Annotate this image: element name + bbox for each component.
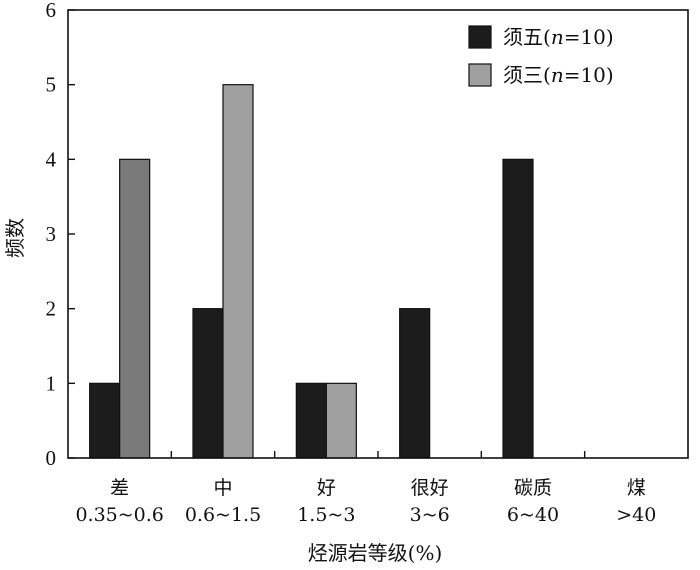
category-name-label: 好 [317,477,336,499]
legend-label: 须五(n=10) [503,25,614,49]
bar-series2-2 [325,382,357,459]
category-range-label: >40 [616,504,656,526]
y-tick-label: 4 [46,147,57,171]
category-name-label: 很好 [411,477,449,499]
y-tick-label: 0 [46,446,57,470]
y-tick-label: 6 [46,0,57,22]
y-axis-title: 频数 [3,218,27,258]
bars-layer [89,84,534,459]
bar-series2-1 [222,84,254,459]
legend-swatch [468,63,492,87]
plot-frame [67,9,689,459]
category-range-label: 0.35~0.6 [75,504,163,526]
bar-series1-1 [192,308,224,459]
bar-series2-0 [119,158,151,459]
category-range-label: 6~40 [507,504,559,526]
bar-series1-4 [502,158,534,459]
category-name-label: 碳质 [514,477,552,499]
legend-label: 须三(n=10) [503,63,614,87]
y-tick-label: 3 [46,222,57,246]
category-range-label: 1.5~3 [297,504,355,526]
legend-swatch [468,25,492,49]
y-tick-label: 1 [46,371,57,395]
category-name-label: 中 [213,477,232,499]
bar-series1-3 [399,308,431,459]
x-axis-title: 烃源岩等级(%) [308,541,443,565]
x-axis-ticks [170,451,586,458]
category-name-label: 差 [110,477,129,499]
category-name-label: 煤 [627,477,646,499]
legend: 须五(n=10) 须三(n=10) [468,25,614,87]
category-range-label: 3~6 [410,504,450,526]
category-range-label: 0.6~1.5 [185,504,261,526]
bar-series1-0 [89,382,121,459]
y-tick-label: 2 [46,297,57,321]
bar-series1-2 [295,382,327,459]
x-category-labels: 差 0.35~0.6 中 0.6~1.5 好 1.5~3 很好 3~6 碳质 6~40 煤 >40 [75,477,656,526]
y-tick-label: 5 [46,73,57,97]
y-axis-ticks: 0 1 2 3 4 5 6 [46,0,75,470]
